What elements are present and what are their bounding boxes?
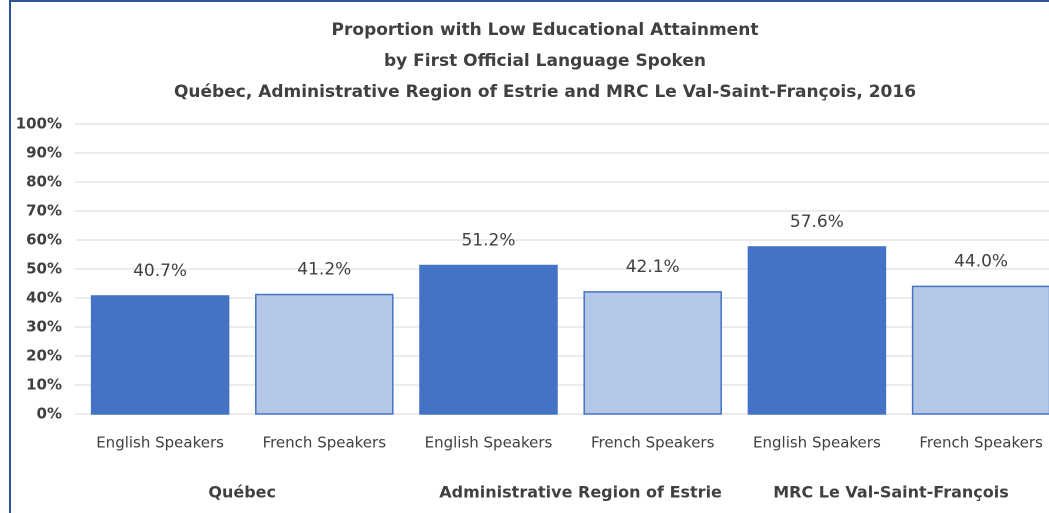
y-tick-label: 30% [26, 318, 62, 336]
value-label: 57.6% [790, 212, 844, 232]
x-tick-label: French Speakers [591, 434, 715, 452]
x-tick-label: English Speakers [425, 434, 553, 452]
x-tick-label: French Speakers [919, 434, 1043, 452]
group-label: Québec [208, 483, 276, 502]
y-tick-label: 20% [26, 347, 62, 365]
group-label: MRC Le Val-Saint-François [773, 483, 1009, 502]
chart-title: Québec, Administrative Region of Estrie … [174, 82, 916, 102]
value-label: 44.0% [954, 251, 1008, 271]
group-label: Administrative Region of Estrie [439, 483, 722, 502]
bar [747, 246, 887, 415]
value-label: 42.1% [626, 257, 680, 277]
x-tick-label: French Speakers [263, 434, 387, 452]
bar [90, 295, 230, 415]
bar [583, 291, 722, 415]
y-tick-label: 70% [26, 202, 62, 220]
bar [255, 293, 394, 415]
y-tick-label: 40% [26, 289, 62, 307]
chart-title: by First Official Language Spoken [384, 51, 706, 71]
bar [911, 285, 1049, 415]
y-tick-label: 60% [26, 231, 62, 249]
y-tick-label: 100% [16, 115, 62, 133]
x-tick-label: English Speakers [753, 434, 881, 452]
x-tick-label: English Speakers [96, 434, 224, 452]
bar [419, 264, 558, 415]
y-tick-label: 90% [26, 144, 62, 162]
y-tick-label: 0% [37, 405, 62, 423]
value-label: 40.7% [133, 261, 187, 281]
chart-title: Proportion with Low Educational Attainme… [332, 20, 759, 40]
value-label: 51.2% [461, 231, 515, 251]
y-tick-label: 80% [26, 173, 62, 191]
y-tick-label: 50% [26, 260, 62, 278]
y-tick-label: 10% [26, 376, 62, 394]
value-label: 41.2% [297, 260, 351, 280]
